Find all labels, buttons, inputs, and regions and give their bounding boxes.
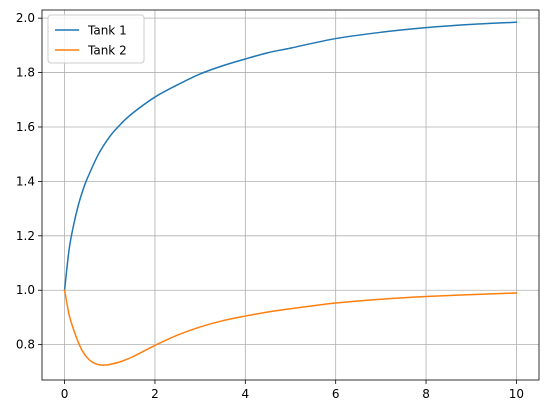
x-tick-label: 2 [151,387,159,401]
x-tick-label: 4 [241,387,249,401]
x-tick-label: 8 [422,387,430,401]
y-tick-label: 2.0 [16,11,35,25]
legend-label: Tank 2 [87,44,127,58]
legend-label: Tank 1 [87,24,127,38]
legend: Tank 1 Tank 2 [47,14,145,64]
y-tick-label: 1.2 [16,229,35,243]
x-tick-label: 0 [61,387,69,401]
y-tick-label: 1.4 [16,174,35,188]
y-tick-label: 1.8 [16,66,35,80]
x-tick-label: 6 [332,387,340,401]
plot-background [42,10,539,380]
y-tick-label: 1.0 [16,283,35,297]
legend-box [47,14,145,64]
series-layer [63,21,518,366]
series-line-2 [63,289,518,366]
x-tick-label: 10 [509,387,524,401]
axis-ticks: 0 2 4 6 8 10 0.8 1.0 1.2 1.4 1.6 1.8 2.0 [16,11,524,401]
y-tick-label: 0.8 [16,338,35,352]
y-tick-label: 1.6 [16,120,35,134]
grid [42,10,539,380]
series-line-1 [63,21,518,292]
plot-frame [41,9,540,381]
